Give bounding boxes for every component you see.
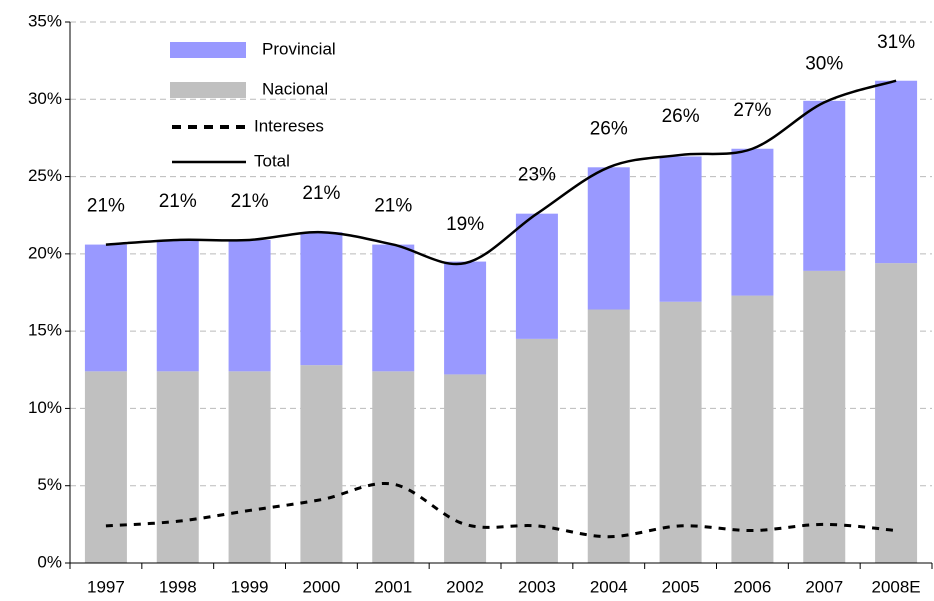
bar-segment <box>875 80 918 264</box>
bar-segment <box>659 301 702 563</box>
bar-segment <box>228 239 271 372</box>
y-tick-label: 20% <box>28 243 62 262</box>
bar-segment <box>300 365 343 563</box>
data-label: 23% <box>518 165 556 186</box>
bar-segment <box>228 371 271 563</box>
bar-segment <box>372 244 415 372</box>
bar-segment <box>84 244 127 372</box>
y-tick-label: 30% <box>28 89 62 108</box>
legend-label: Provincial <box>262 39 336 58</box>
x-tick-label: 2005 <box>662 577 700 596</box>
bar-segment <box>300 232 343 366</box>
data-label: 21% <box>231 191 269 212</box>
bar-segment <box>84 371 127 563</box>
x-tick-label: 1998 <box>159 577 197 596</box>
data-label: 31% <box>877 32 915 53</box>
bar-segment <box>803 100 846 271</box>
data-label: 27% <box>733 100 771 121</box>
data-label: 19% <box>446 214 484 235</box>
total-line <box>105 79 897 266</box>
bar-segment <box>587 167 630 310</box>
bar-segment <box>444 261 487 375</box>
bar-segment <box>875 263 918 563</box>
legend-label: Total <box>254 151 290 170</box>
data-label: 30% <box>805 53 843 74</box>
bar-segment <box>803 270 846 563</box>
legend-swatch <box>170 42 246 58</box>
x-tick-label: 1997 <box>87 577 125 596</box>
bar-segment <box>156 239 199 372</box>
x-tick-label: 2007 <box>805 577 843 596</box>
x-tick-label: 2003 <box>518 577 556 596</box>
bar-segment <box>731 148 774 296</box>
data-label: 26% <box>590 118 628 139</box>
x-tick-label: 2008E <box>871 577 920 596</box>
y-tick-label: 0% <box>37 552 62 571</box>
intereses-line <box>105 481 897 539</box>
bar-segment <box>515 213 558 339</box>
x-tick-label: 2004 <box>590 577 628 596</box>
bar-segment <box>515 338 558 563</box>
y-tick-label: 35% <box>28 11 62 30</box>
legend-label: Nacional <box>262 79 328 98</box>
x-tick-label: 1999 <box>231 577 269 596</box>
data-label: 26% <box>662 106 700 127</box>
x-tick-label: 2001 <box>374 577 412 596</box>
x-tick-label: 2006 <box>734 577 772 596</box>
y-tick-label: 10% <box>28 398 62 417</box>
bar-segment <box>444 374 487 563</box>
y-tick-label: 15% <box>28 321 62 340</box>
legend-label: Intereses <box>254 116 324 135</box>
data-label: 21% <box>159 191 197 212</box>
y-tick-label: 25% <box>28 166 62 185</box>
data-label: 21% <box>87 196 125 217</box>
x-tick-label: 2000 <box>303 577 341 596</box>
data-label: 21% <box>374 196 412 217</box>
y-tick-label: 5% <box>37 475 62 494</box>
bar-segment <box>587 309 630 563</box>
bar-segment <box>156 371 199 563</box>
data-label: 21% <box>302 183 340 204</box>
x-tick-label: 2002 <box>446 577 484 596</box>
bar-segment <box>731 295 774 563</box>
legend-swatch <box>170 82 246 98</box>
bar-segment <box>372 371 415 563</box>
bar-segment <box>659 156 702 302</box>
